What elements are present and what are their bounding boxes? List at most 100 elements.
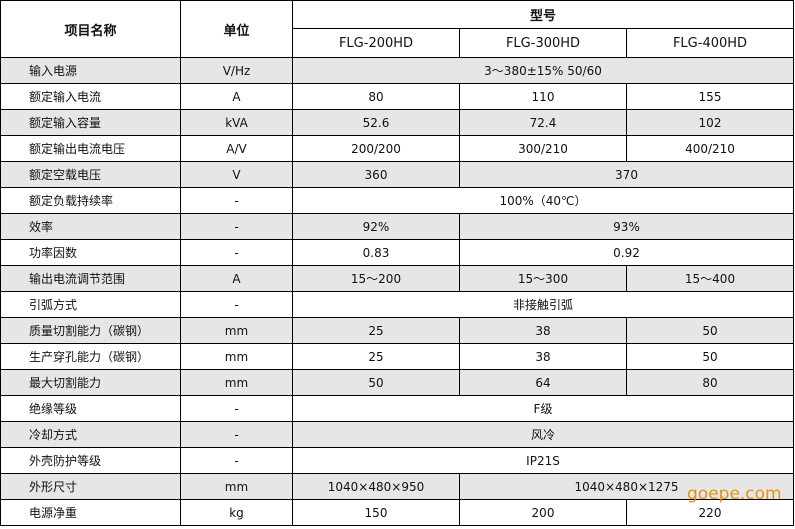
row-name: 额定负载持续率 [0,187,181,214]
row-value: 1040×480×1275 [458,473,795,500]
row-value: 300/210 [459,135,627,162]
row-name: 额定输入电流 [0,83,181,110]
row-value: 0.92 [458,239,795,266]
row-unit: A/V [180,135,293,162]
row-name: 冷却方式 [0,421,181,448]
row-unit: - [180,187,293,214]
row-value: 38 [459,317,627,344]
table-row: 生产穿孔能力（碳钢） mm 25 38 50 [0,343,795,370]
row-unit: mm [180,343,293,370]
header-model-2: FLG-300HD [459,28,627,58]
row-value: 150 [292,499,460,526]
row-value: 38 [459,343,627,370]
row-name: 额定输出电流电压 [0,135,181,162]
row-name: 绝缘等级 [0,395,181,422]
row-value: 155 [625,83,795,110]
row-unit: - [180,447,293,474]
row-value: 100%（40℃） [291,187,795,214]
table-row: 额定输入容量 kVA 52.6 72.4 102 [0,109,795,136]
row-name: 功率因数 [0,239,181,266]
table-row: 额定输入电流 A 80 110 155 [0,83,795,110]
row-value: 25 [292,317,460,344]
row-value: 1040×480×950 [292,473,460,500]
header-model: 型号 [291,0,795,29]
table-row: 质量切割能力（碳钢） mm 25 38 50 [0,317,795,344]
header-item: 项目名称 [0,0,181,58]
table-row: 效率 -92% 93% [0,213,795,240]
row-name: 质量切割能力（碳钢） [0,317,181,344]
row-unit: mm [180,317,293,344]
row-value: 72.4 [459,109,627,136]
row-value: 3～380±15% 50/60 [291,57,795,84]
row-value: 102 [625,109,795,136]
row-value: 15～300 [459,265,627,292]
watermark-logo: goepe.com [687,484,782,504]
row-value: F级 [291,395,795,422]
row-unit: mm [180,369,293,396]
row-unit: V/Hz [180,57,293,84]
row-name: 外壳防护等级 [0,447,181,474]
table-row: 电源净重 kg 150 200 220 [0,499,795,526]
row-value: 64 [459,369,627,396]
table-row: 额定空载电压 V 360 370 [0,161,795,188]
row-unit: A [180,265,293,292]
row-unit: - [180,291,293,318]
header-unit: 单位 [180,0,293,58]
table-row: 最大切割能力 mm 50 64 80 [0,369,795,396]
table-row: 输出电流调节范围 A 15～200 15～300 15～400 [0,265,795,292]
row-unit: - [180,421,293,448]
row-unit: A [180,83,293,110]
row-value: 15～400 [625,265,795,292]
table-row: 输入电源 V/Hz 3～380±15% 50/60 [0,57,795,84]
header-model-1: FLG-200HD [292,28,460,58]
table-row: 功率因数 -0.83 0.92 [0,239,795,266]
row-name: 输出电流调节范围 [0,265,181,292]
row-unit: - [180,239,293,266]
row-value: 80 [292,83,460,110]
row-name: 引弧方式 [0,291,181,318]
row-value: 50 [625,343,795,370]
row-value: 200 [459,499,627,526]
row-unit: - [180,213,293,240]
row-unit: V [180,161,293,188]
row-value: 110 [459,83,627,110]
row-value: 风冷 [291,421,795,448]
row-value: 0.83 [292,239,460,266]
row-value: 200/200 [292,135,460,162]
table-row: 额定输出电流电压 A/V 200/200 300/210 400/210 [0,135,795,162]
header-model-3: FLG-400HD [625,28,795,58]
table-row: 冷却方式 - 风冷 [0,421,795,448]
table-row: 额定负载持续率 -100%（40℃） [0,187,795,214]
row-unit: kVA [180,109,293,136]
row-value: 370 [458,161,795,188]
row-value: 非接触引弧 [291,291,795,318]
row-name: 电源净重 [0,499,181,526]
row-value: 400/210 [625,135,795,162]
table-row: 外壳防护等级 - IP21S [0,447,795,474]
row-value: 25 [292,343,460,370]
row-name: 效率 [0,213,181,240]
table-row: 绝缘等级 - F级 [0,395,795,422]
row-name: 外形尺寸 [0,473,181,500]
row-value: 80 [625,369,795,396]
row-name: 最大切割能力 [0,369,181,396]
row-value: 15～200 [292,265,460,292]
row-name: 生产穿孔能力（碳钢） [0,343,181,370]
row-value: 50 [292,369,460,396]
row-name: 额定空载电压 [0,161,181,188]
row-name: 输入电源 [0,57,181,84]
row-value: 92% [292,213,460,240]
row-unit: - [180,395,293,422]
row-name: 额定输入容量 [0,109,181,136]
row-unit: kg [180,499,293,526]
row-value: 220 [625,499,795,526]
row-unit: mm [180,473,293,500]
row-value: 52.6 [292,109,460,136]
row-value: 360 [292,161,460,188]
table-row: 引弧方式 - 非接触引弧 [0,291,795,318]
row-value: IP21S [291,447,795,474]
row-value: 50 [625,317,795,344]
table-row: 外形尺寸 mm 1040×480×950 1040×480×1275 [0,473,795,500]
row-value: 93% [458,213,795,240]
